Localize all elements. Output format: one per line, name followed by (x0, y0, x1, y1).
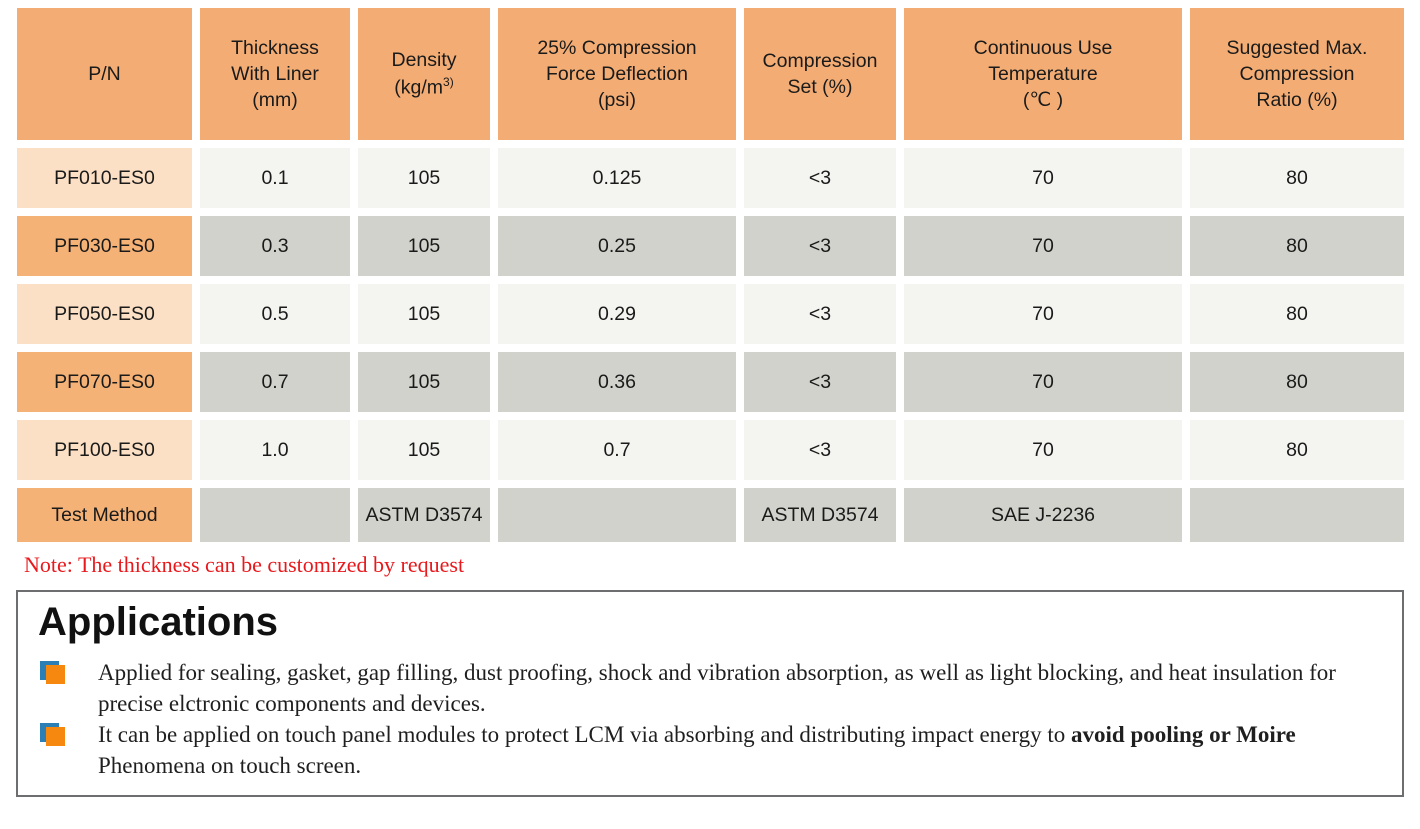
pn-cell: PF050-ES0 (17, 284, 192, 344)
value-cell-continuous-temp: 70 (904, 216, 1182, 276)
value-cell-density: ASTM D3574 (358, 488, 490, 542)
value-cell-compression-set: <3 (744, 352, 896, 412)
value-cell-cfd: 0.7 (498, 420, 736, 480)
value-cell-cfd: 0.25 (498, 216, 736, 276)
note-text: Note: The thickness can be customized by… (24, 552, 465, 577)
header-line: Compression (1239, 62, 1355, 85)
table-row: PF010-ES0 0.1 105 0.125 <3 70 80 (17, 148, 1404, 208)
value-cell-thickness: 0.3 (200, 216, 350, 276)
table-row: PF030-ES0 0.3 105 0.25 <3 70 80 (17, 216, 1404, 276)
bullet-text-segment: Phenomena on touch screen. (98, 753, 362, 778)
header-line: With Liner (231, 62, 319, 85)
bullet-text: It can be applied on touch panel modules… (98, 719, 1384, 781)
value-cell-cfd: 0.36 (498, 352, 736, 412)
value-cell-continuous-temp: 70 (904, 420, 1182, 480)
value-cell-density: 105 (358, 420, 490, 480)
pn-cell: Test Method (17, 488, 192, 542)
header-line: Suggested Max. (1226, 36, 1368, 59)
header-line: Continuous Use (973, 36, 1113, 59)
value-cell-max-ratio: 80 (1190, 284, 1404, 344)
col-header-pn: P/N (17, 8, 192, 140)
col-header-max-ratio: Suggested Max. Compression Ratio (%) (1190, 8, 1404, 140)
value-cell-density: 105 (358, 148, 490, 208)
applications-section: Applications Applied for sealing, gasket… (16, 590, 1404, 797)
value-cell-thickness: 0.7 (200, 352, 350, 412)
header-line: Temperature (988, 62, 1098, 85)
header-line: 25% Compression (537, 36, 697, 59)
applications-bullet-list: Applied for sealing, gasket, gap filling… (38, 657, 1384, 781)
value-cell-thickness: 0.5 (200, 284, 350, 344)
value-cell-continuous-temp: SAE J-2236 (904, 488, 1182, 542)
spec-table: P/N Thickness With Liner (mm) Density (kg/m3)… (9, 0, 1412, 550)
test-method-row: Test Method ASTM D3574 ASTM D3574 SAE J-223… (17, 488, 1404, 542)
col-header-cfd: 25% Compression Force Deflection (psi) (498, 8, 736, 140)
value-cell-thickness: 0.1 (200, 148, 350, 208)
value-cell-density: 105 (358, 216, 490, 276)
pn-cell: PF100-ES0 (17, 420, 192, 480)
value-cell-thickness: 1.0 (200, 420, 350, 480)
table-row: PF100-ES0 1.0 105 0.7 <3 70 80 (17, 420, 1404, 480)
header-line: (psi) (598, 89, 636, 112)
header-line: P/N (88, 62, 121, 85)
bullet-text: Applied for sealing, gasket, gap filling… (98, 657, 1384, 719)
value-cell-compression-set: <3 (744, 148, 896, 208)
header-line: Thickness (231, 36, 319, 59)
bullet-square-icon (40, 661, 70, 689)
orange-square (46, 727, 65, 746)
value-cell-compression-set: <3 (744, 420, 896, 480)
pn-cell: PF010-ES0 (17, 148, 192, 208)
table-header-row: P/N Thickness With Liner (mm) Density (kg/m3)… (17, 8, 1404, 140)
table-row: PF070-ES0 0.7 105 0.36 <3 70 80 (17, 352, 1404, 412)
value-cell-continuous-temp: 70 (904, 148, 1182, 208)
value-cell-compression-set: <3 (744, 284, 896, 344)
header-superscript: 3) (443, 74, 454, 89)
header-line: Compression (762, 49, 878, 72)
pn-cell: PF070-ES0 (17, 352, 192, 412)
col-header-thickness: Thickness With Liner (mm) (200, 8, 350, 140)
header-line: (kg/m3) (394, 74, 454, 99)
orange-square (46, 665, 65, 684)
value-cell-max-ratio: 80 (1190, 352, 1404, 412)
value-cell-cfd (498, 488, 736, 542)
value-cell-thickness (200, 488, 350, 542)
value-cell-max-ratio (1190, 488, 1404, 542)
header-line: (mm) (252, 89, 298, 112)
value-cell-density: 105 (358, 284, 490, 344)
value-cell-continuous-temp: 70 (904, 352, 1182, 412)
header-line: Force Deflection (546, 62, 688, 85)
table-row: PF050-ES0 0.5 105 0.29 <3 70 80 (17, 284, 1404, 344)
header-line: Density (391, 49, 457, 72)
col-header-compression-set: Compression Set (%) (744, 8, 896, 140)
value-cell-max-ratio: 80 (1190, 420, 1404, 480)
bullet-text-segment: Applied for sealing, gasket, gap filling… (98, 660, 1336, 716)
value-cell-max-ratio: 80 (1190, 216, 1404, 276)
bullet-square-icon (40, 723, 70, 751)
value-cell-continuous-temp: 70 (904, 284, 1182, 344)
header-line: Set (%) (787, 76, 853, 98)
bullet-text-segment: It can be applied on touch panel modules… (98, 722, 1072, 747)
col-header-density: Density (kg/m3) (358, 8, 490, 140)
bullet-text-bold: avoid pooling or Moire (1071, 722, 1296, 747)
value-cell-compression-set: ASTM D3574 (744, 488, 896, 542)
value-cell-compression-set: <3 (744, 216, 896, 276)
header-line: (℃ ) (1022, 89, 1064, 112)
value-cell-max-ratio: 80 (1190, 148, 1404, 208)
value-cell-density: 105 (358, 352, 490, 412)
bullet-item: It can be applied on touch panel modules… (38, 719, 1384, 781)
value-cell-cfd: 0.29 (498, 284, 736, 344)
value-cell-cfd: 0.125 (498, 148, 736, 208)
header-line: Ratio (%) (1256, 89, 1338, 112)
pn-cell: PF030-ES0 (17, 216, 192, 276)
applications-title: Applications (38, 600, 279, 644)
col-header-continuous-temp: Continuous Use Temperature (℃ ) (904, 8, 1182, 140)
bullet-item: Applied for sealing, gasket, gap filling… (38, 657, 1384, 719)
